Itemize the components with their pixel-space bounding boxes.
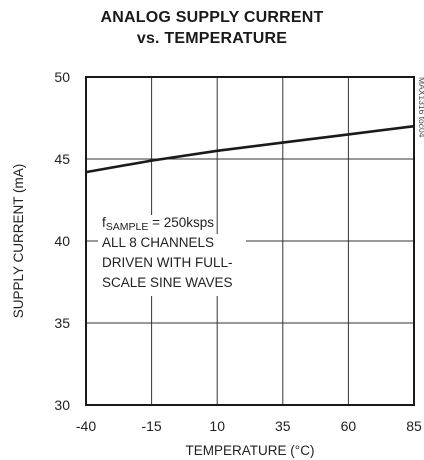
- data-point: [85, 171, 87, 173]
- x-axis-label: TEMPERATURE (°C): [186, 443, 315, 458]
- annotation-line-2: DRIVEN WITH FULL-: [102, 255, 233, 270]
- annotation-background-top: [98, 215, 206, 235]
- chart-title: ANALOG SUPPLY CURRENT: [100, 9, 324, 26]
- fsample-symbol: f: [102, 215, 106, 230]
- x-tick-label: 10: [209, 418, 225, 434]
- series-group: [85, 124, 415, 174]
- y-tick-label: 40: [54, 233, 70, 249]
- annotation-background: [98, 234, 246, 296]
- data-point: [282, 141, 284, 144]
- y-axis-label: SUPPLY CURRENT (mA): [11, 164, 26, 319]
- data-point: [150, 159, 153, 162]
- x-tick-labels: -40 -15 10 35 60 85: [76, 418, 422, 434]
- plot-frame: [85, 76, 415, 406]
- data-point: [216, 150, 218, 152]
- y-tick-label: 30: [54, 397, 70, 413]
- figure-id: MAX1316 toc04: [417, 77, 424, 138]
- annotation-line-1: ALL 8 CHANNELS: [102, 235, 214, 250]
- y-tick-label: 45: [54, 151, 70, 167]
- x-tick-label: -15: [141, 418, 161, 434]
- chart-subtitle: vs. TEMPERATURE: [136, 30, 288, 47]
- x-tick-label: 35: [275, 418, 291, 434]
- x-tick-label: -40: [76, 418, 96, 434]
- x-tick-label: 60: [341, 418, 357, 434]
- annotation-fsample: fSAMPLE = 250ksps: [102, 215, 214, 233]
- y-tick-labels: 50 45 40 35 30: [54, 69, 70, 413]
- annotation-line-3: SCALE SINE WAVES: [102, 275, 233, 290]
- fsample-subscript: SAMPLE: [106, 221, 149, 233]
- data-point: [413, 125, 415, 127]
- y-tick-label: 35: [54, 315, 70, 331]
- x-tick-label: 85: [406, 418, 422, 434]
- series-line: [85, 124, 415, 174]
- y-tick-label: 50: [54, 69, 70, 85]
- data-point: [347, 133, 350, 136]
- fsample-value: = 250ksps: [148, 215, 214, 230]
